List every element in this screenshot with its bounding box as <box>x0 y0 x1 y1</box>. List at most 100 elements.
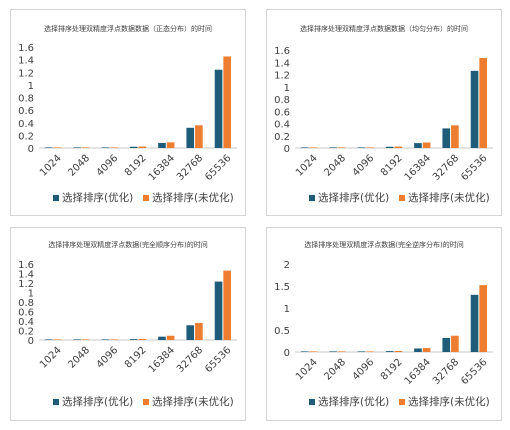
x-tick-label: 4096 <box>95 153 121 179</box>
y-tick-label: 1 <box>284 304 290 315</box>
bar-unoptimized <box>309 147 318 148</box>
y-tick-label: 1.2 <box>18 279 34 290</box>
bar-optimized <box>385 146 394 148</box>
bar-unoptimized <box>81 339 90 340</box>
chart-svg: 选择排序处理双精度浮点数据(完全逆序分布)的时间 0 0.5 1 1.5 2 1024 204… <box>274 240 493 408</box>
x-tick-label: 32768 <box>431 153 461 183</box>
y-tick-label: 1 <box>28 289 34 300</box>
legend-swatch <box>399 195 405 201</box>
y-tick-label: 0.8 <box>18 298 34 309</box>
x-tick-label: 2048 <box>66 345 92 371</box>
y-tick-label: 2 <box>284 260 290 271</box>
chart-title: 选择排序处理双精度浮点数据(完全逆序分布)的时间 <box>304 240 463 249</box>
bar-unoptimized <box>53 147 62 148</box>
x-tick-label: 8192 <box>379 153 405 179</box>
legend-swatch <box>309 195 315 201</box>
bar-unoptimized <box>81 147 90 148</box>
bar-optimized <box>73 339 81 340</box>
x-tick-label: 8192 <box>123 345 149 371</box>
legend-swatch <box>143 195 149 201</box>
legend-label: 选择排序(优化) <box>318 191 389 204</box>
bar-unoptimized <box>309 351 318 352</box>
bar-optimized <box>470 294 479 352</box>
x-tick-label: 8192 <box>379 357 405 383</box>
bar-unoptimized <box>166 335 175 340</box>
x-tick-label: 4096 <box>351 153 377 179</box>
chart-title: 选择排序处理双精度浮点数据(完全顺序分布)的时间 <box>48 240 207 249</box>
chart-title: 选择排序处理双精度浮点数据数据（正态分布）的时间 <box>44 24 212 33</box>
bar-unoptimized <box>223 270 231 340</box>
y-tick-label: 1.2 <box>274 71 290 82</box>
y-tick-label: 0.4 <box>18 119 34 130</box>
bar-unoptimized <box>223 56 231 148</box>
bar-optimized <box>214 69 223 148</box>
bar-optimized <box>414 143 422 148</box>
y-tick-label: 1.4 <box>274 58 290 69</box>
bar-unoptimized <box>110 339 118 340</box>
y-tick-label: 0 <box>28 336 34 347</box>
bar-optimized <box>186 325 195 340</box>
y-tick-label: 0.6 <box>18 308 34 319</box>
x-tick-label: 16384 <box>147 153 177 183</box>
legend-label: 选择排序(优化) <box>318 395 389 408</box>
x-tick-label: 1024 <box>38 345 64 371</box>
bar-unoptimized <box>166 142 175 148</box>
x-tick-label: 2048 <box>66 153 92 179</box>
bar-unoptimized <box>195 125 203 148</box>
x-tick-label: 2048 <box>322 357 348 383</box>
y-tick-label: 1.2 <box>18 68 34 79</box>
y-tick-label: 1.6 <box>274 46 290 57</box>
bar-unoptimized <box>366 351 374 352</box>
y-tick-label: 0.8 <box>274 95 290 106</box>
bar-optimized <box>101 147 110 148</box>
bar-optimized <box>45 147 53 148</box>
bar-optimized <box>158 336 166 340</box>
x-tick-label: 32768 <box>175 345 205 375</box>
bar-unoptimized <box>422 142 431 148</box>
bar-unoptimized <box>53 339 62 340</box>
legend-label: 选择排序(未优化) <box>152 395 234 408</box>
bar-optimized <box>73 147 81 148</box>
bar-optimized <box>186 127 195 148</box>
y-tick-label: 1.4 <box>18 56 34 67</box>
legend-swatch <box>53 195 59 201</box>
x-tick-label: 4096 <box>95 345 121 371</box>
bar-unoptimized <box>451 335 459 352</box>
bar-unoptimized <box>451 125 459 148</box>
bar-optimized <box>129 339 138 340</box>
x-tick-label: 65536 <box>203 345 233 375</box>
bar-optimized <box>442 128 451 148</box>
legend-label: 选择排序(未优化) <box>408 395 490 408</box>
bar-unoptimized <box>138 338 147 340</box>
bar-optimized <box>214 281 223 340</box>
y-tick-label: 0.6 <box>274 107 290 118</box>
y-tick-label: 0.4 <box>18 317 34 328</box>
bar-optimized <box>442 337 451 352</box>
x-tick-label: 16384 <box>147 345 177 375</box>
y-tick-label: 1.6 <box>18 43 34 54</box>
x-tick-label: 65536 <box>459 357 489 387</box>
y-tick-label: 0.4 <box>274 120 290 131</box>
legend-label: 选择排序(未优化) <box>408 191 490 204</box>
bar-optimized <box>357 147 366 148</box>
y-tick-label: 0 <box>284 144 290 155</box>
y-tick-label: 0.5 <box>274 326 290 337</box>
bar-unoptimized <box>479 57 487 148</box>
y-tick-label: 1.4 <box>18 270 34 281</box>
legend-label: 选择排序(未优化) <box>152 191 234 204</box>
legend-label: 选择排序(优化) <box>62 395 133 408</box>
bar-unoptimized <box>479 285 487 352</box>
x-tick-label: 16384 <box>403 153 433 183</box>
x-tick-label: 8192 <box>123 153 149 179</box>
bar-optimized <box>385 351 394 352</box>
bar-unoptimized <box>195 322 203 340</box>
bar-unoptimized <box>394 350 403 352</box>
chart-panel-descending: 选择排序处理双精度浮点数据(完全逆序分布)的时间 0 0.5 1 1.5 2 1024 204… <box>266 227 502 421</box>
y-tick-label: 0.2 <box>18 327 34 338</box>
y-tick-label: 1.5 <box>274 282 290 293</box>
y-tick-label: 0.6 <box>18 106 34 117</box>
y-tick-label: 0.2 <box>18 131 34 142</box>
y-tick-label: 0 <box>284 348 290 359</box>
legend-swatch <box>399 399 405 405</box>
bar-unoptimized <box>138 146 147 148</box>
